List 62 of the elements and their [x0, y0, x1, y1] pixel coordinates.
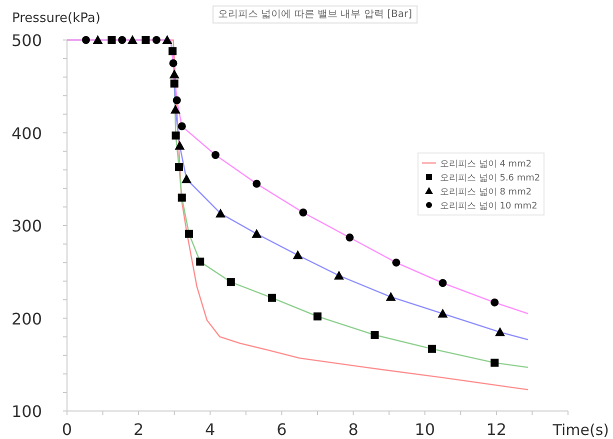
- legend-label: 오리피스 넓이 10 mm2: [440, 202, 538, 212]
- point: [438, 308, 448, 318]
- point: [314, 312, 322, 320]
- point: [92, 35, 103, 44]
- y-tick-label: 500: [11, 31, 42, 50]
- point: [196, 258, 204, 266]
- point: [226, 278, 235, 286]
- point: [299, 208, 308, 217]
- point: [172, 96, 181, 104]
- point: [212, 151, 220, 160]
- x-tick-label: 8: [348, 420, 358, 439]
- point: [428, 344, 436, 353]
- x-tick-label: 12: [486, 420, 507, 439]
- point: [386, 292, 396, 301]
- point: [169, 59, 178, 68]
- point: [370, 330, 379, 339]
- point: [490, 358, 499, 367]
- legend-label: 오리피스 넓이 8 mm2: [440, 188, 532, 198]
- point: [152, 36, 160, 44]
- point: [178, 122, 186, 130]
- point: [174, 140, 185, 150]
- point: [346, 234, 354, 242]
- point: [185, 230, 194, 238]
- point: [172, 132, 180, 140]
- point: [142, 36, 150, 44]
- point: [252, 180, 261, 188]
- point: [438, 279, 447, 288]
- x-tick-label: 6: [276, 420, 287, 439]
- x-axis-title: Time(s): [552, 421, 609, 439]
- point: [495, 327, 506, 336]
- y-axis-title: Pressure(kPa): [12, 11, 100, 26]
- point: [168, 47, 177, 56]
- legend-label: 오리피스 넓이 5.6 mm2: [440, 174, 540, 184]
- chart-title: 오리피스 넓이에 따른 밸브 내부 압력 [Bar]: [218, 9, 412, 20]
- y-tick-label: 200: [11, 309, 42, 328]
- point: [268, 294, 276, 302]
- point: [178, 194, 186, 202]
- y-tick-label: 400: [11, 124, 42, 143]
- x-tick-label: 0: [62, 420, 72, 439]
- title: 오리피스 넓이에 따른 밸브 내부 압력 [Bar]: [212, 6, 418, 24]
- point: [490, 298, 499, 306]
- point: [175, 163, 184, 172]
- point: [252, 228, 262, 238]
- legend-label: 오리피스 넓이 4 mm2: [440, 160, 532, 170]
- point: [182, 174, 192, 184]
- point: [170, 80, 178, 88]
- point: [334, 270, 344, 280]
- x-tick-label: 2: [133, 420, 144, 439]
- y-tick-label: 300: [11, 216, 42, 236]
- x-tick-label: 4: [205, 420, 216, 439]
- point: [292, 250, 303, 260]
- point: [162, 35, 172, 44]
- point: [392, 258, 400, 267]
- point: [108, 36, 116, 44]
- point: [216, 208, 226, 218]
- x-tick-label: 10: [414, 420, 436, 439]
- point: [169, 69, 180, 78]
- point: [170, 104, 180, 114]
- point: [82, 36, 90, 44]
- y-tick-label: 100: [11, 402, 42, 421]
- point: [127, 35, 138, 44]
- point: [118, 36, 126, 44]
